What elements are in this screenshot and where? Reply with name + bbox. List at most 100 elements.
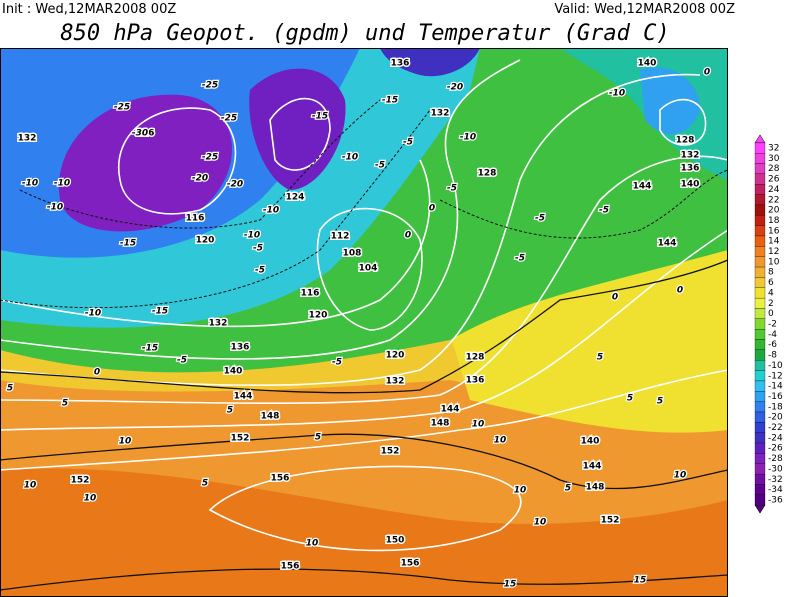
geopotential-label: 144 <box>441 405 460 415</box>
geopotential-label: 136 <box>466 376 485 386</box>
temperature-label: 10 <box>472 420 485 430</box>
colorbar-label: 32 <box>768 144 779 154</box>
init-time: Init : Wed,12MAR2008 00Z <box>2 2 176 17</box>
colorbar-label: 18 <box>768 216 780 226</box>
colorbar-label: 30 <box>768 154 780 164</box>
colorbar-label: -2 <box>768 320 777 330</box>
colorbar-label: -4 <box>768 330 777 340</box>
colorbar-swatch <box>754 297 766 309</box>
temperature-label: 10 <box>534 518 547 528</box>
temperature-label: -10 <box>22 179 38 189</box>
temperature-label: -5 <box>535 214 545 224</box>
temperature-label: -5 <box>375 161 385 171</box>
geopotential-label: 132 <box>681 151 700 161</box>
geopotential-label: 144 <box>583 462 602 472</box>
geopotential-label: 132 <box>18 134 37 144</box>
temperature-label: 5 <box>597 353 603 363</box>
geopotential-label: 144 <box>633 182 652 192</box>
temperature-label: -20 <box>227 180 243 190</box>
geopotential-label: 136 <box>681 164 700 174</box>
colorbar-label: -26 <box>768 444 783 454</box>
temperature-label: 5 <box>627 394 633 404</box>
geopotential-label: 156 <box>281 562 300 572</box>
temperature-label: 5 <box>657 397 663 407</box>
temperature-label: 5 <box>202 479 208 489</box>
colorbar-label: 26 <box>768 175 780 185</box>
colorbar-swatch <box>754 380 766 392</box>
geopotential-label: 124 <box>286 193 305 203</box>
geopotential-label: 148 <box>586 483 605 493</box>
colorbar-swatch <box>754 349 766 361</box>
temperature-label: 10 <box>24 481 37 491</box>
colorbar-swatch <box>754 173 766 185</box>
temperature-label: -10 <box>47 203 63 213</box>
temperature-label: -15 <box>382 96 398 106</box>
colorbar-label: -22 <box>768 423 783 433</box>
colorbar-swatch <box>754 153 766 164</box>
colorbar-swatch <box>754 463 766 475</box>
colorbar-label: 0 <box>768 309 774 319</box>
geopotential-label: 108 <box>343 249 362 259</box>
temperature-label: 0 <box>612 293 618 303</box>
colorbar-label: 22 <box>768 195 779 205</box>
geopotential-label: 132 <box>386 377 405 387</box>
colorbar-swatch <box>754 184 766 195</box>
temperature-label: -10 <box>460 133 476 143</box>
temperature-label: -15 <box>312 112 328 122</box>
colorbar-label: -28 <box>768 454 783 464</box>
temperature-label: -10 <box>263 206 279 216</box>
temperature-label: 10 <box>674 471 687 481</box>
temperature-label: -25 <box>114 103 130 113</box>
geopotential-label: 120 <box>386 351 405 361</box>
colorbar-swatch <box>754 401 766 413</box>
temperature-label: -5 <box>403 138 413 148</box>
geopotential-label: 104 <box>359 264 378 274</box>
temperature-label: 5 <box>227 406 233 416</box>
colorbar-swatch <box>754 277 766 288</box>
temperature-label: 5 <box>62 399 68 409</box>
geopotential-label: 148 <box>431 419 450 429</box>
colorbar-swatch <box>754 484 766 495</box>
colorbar-swatch <box>754 235 766 247</box>
geopotential-label: 136 <box>231 343 250 353</box>
temperature-label: -10 <box>85 309 101 319</box>
colorbar-label: -6 <box>768 340 777 350</box>
geopotential-label: 156 <box>271 474 290 484</box>
temperature-label: -5 <box>255 266 265 276</box>
colorbar-label: -32 <box>768 475 783 485</box>
geopotential-label: 116 <box>186 214 205 224</box>
colorbar-swatch <box>754 339 766 351</box>
colorbar-label: 14 <box>768 237 780 247</box>
geopotential-label: 152 <box>601 516 620 526</box>
geopotential-label: 136 <box>391 59 410 69</box>
temperature-label: 5 <box>565 484 571 494</box>
temperature-label: 0 <box>677 286 683 296</box>
geopotential-label: 128 <box>676 136 695 146</box>
geopotential-label: 150 <box>386 536 405 546</box>
temperature-label: -20 <box>192 174 208 184</box>
geopotential-label: 144 <box>658 239 677 249</box>
temperature-label: 5 <box>7 384 13 394</box>
colorbar-swatch <box>754 473 766 485</box>
colorbar-label: 10 <box>768 257 780 267</box>
colorbar-label: -20 <box>768 413 783 423</box>
colorbar-swatch <box>754 494 766 506</box>
colorbar-label: -12 <box>768 371 783 381</box>
colorbar-label: 16 <box>768 226 780 236</box>
temperature-label: -15 <box>120 239 136 249</box>
geopotential-label: 120 <box>196 236 215 246</box>
colorbar-label: -14 <box>768 382 783 392</box>
colorbar-swatch <box>754 411 766 423</box>
colorbar-swatch <box>754 287 766 299</box>
temperature-label: -10 <box>609 89 625 99</box>
colorbar-swatch <box>754 163 766 175</box>
temperature-label: -25 <box>202 153 218 163</box>
temperature-label: -10 <box>342 153 358 163</box>
contour-labels: 136 140 132 116 132 128 116 120 112 108 104 116 120 1… <box>6 57 712 591</box>
colorbar-swatch <box>754 142 766 154</box>
geopotential-label: 116 <box>301 289 320 299</box>
temperature-label: 0 <box>94 368 100 378</box>
temperature-label: -10 <box>54 179 70 189</box>
temperature-label: -30 <box>132 129 148 139</box>
